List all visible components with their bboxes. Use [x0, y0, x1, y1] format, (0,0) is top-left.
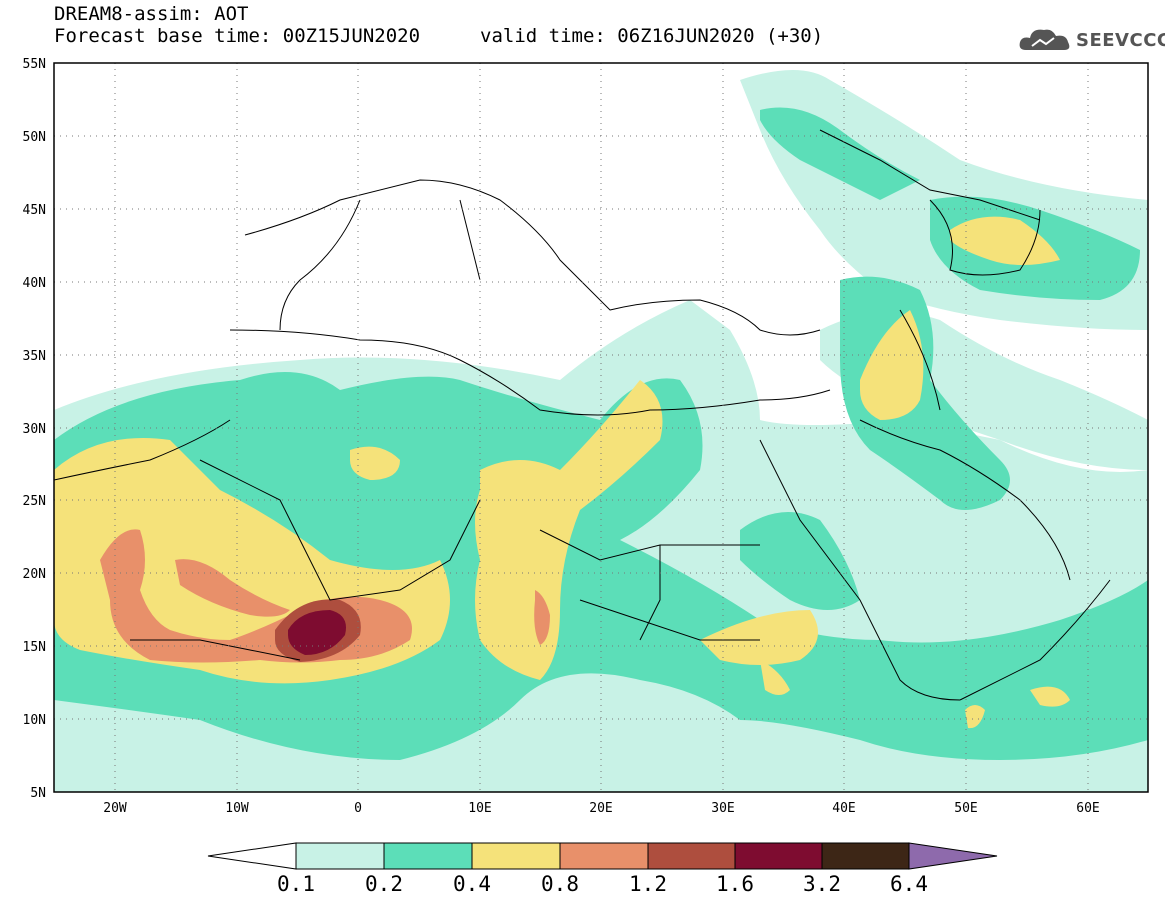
lon-label: 10W — [225, 801, 249, 816]
colorbar-swatch — [647, 842, 736, 870]
lat-label: 20N — [23, 567, 46, 582]
lon-label: 0 — [354, 801, 362, 816]
logo-text: SEEVCCC — [1076, 30, 1165, 51]
graticule — [54, 63, 1148, 792]
lon-label: 50E — [954, 801, 977, 816]
colorbar-label: 0.4 — [453, 872, 491, 896]
lat-label: 45N — [23, 203, 46, 218]
colorbar-swatch — [734, 842, 823, 870]
colorbar-label: 0.1 — [277, 872, 315, 896]
colorbar-label: 0.2 — [365, 872, 403, 896]
lat-label: 40N — [23, 276, 46, 291]
colorbar-label: 3.2 — [803, 872, 841, 896]
lat-label: 25N — [23, 494, 46, 509]
cloud-icon — [1019, 29, 1070, 50]
lon-label: 40E — [832, 801, 855, 816]
colorbar-swatch — [383, 842, 473, 870]
coastlines — [54, 129, 1111, 701]
lon-label: 20E — [589, 801, 612, 816]
colorbar-under-arrow — [207, 842, 297, 870]
colorbar-label: 0.8 — [541, 872, 579, 896]
lat-axis: 55N 50N 45N 40N 35N 30N 25N 20N 15N 10N … — [23, 57, 46, 801]
base-time: Forecast base time: 00Z15JUN2020 — [54, 25, 421, 47]
aot-band-1.6 — [288, 610, 346, 655]
colorbar-label: 6.4 — [890, 872, 928, 896]
forecast-time-line: Forecast base time: 00Z15JUN2020 valid ti… — [54, 25, 823, 47]
lat-label: 35N — [23, 349, 46, 364]
lat-label: 55N — [23, 57, 46, 72]
colorbar-swatch — [821, 842, 910, 870]
lat-label: 10N — [23, 713, 46, 728]
lat-label: 15N — [23, 640, 46, 655]
map-title: DREAM8-assim: AOT — [54, 3, 249, 25]
colorbar-swatch — [559, 842, 649, 870]
lon-axis: 20W 10W 0 10E 20E 30E 40E 50E 60E — [103, 801, 1099, 816]
lon-label: 10E — [468, 801, 491, 816]
valid-time: valid time: 06Z16JUN2020 (+30) — [480, 25, 824, 47]
colorbar-over-arrow — [908, 842, 998, 870]
aot-contours — [54, 63, 1148, 792]
seevccc-logo: SEEVCCC — [1018, 26, 1165, 54]
lon-label: 20W — [103, 801, 127, 816]
lat-label: 30N — [23, 422, 46, 437]
lon-label: 60E — [1076, 801, 1099, 816]
colorbar — [207, 842, 998, 870]
colorbar-swatch — [295, 842, 385, 870]
colorbar-labels: 0.1 0.2 0.4 0.8 1.2 1.6 3.2 6.4 — [0, 872, 1165, 902]
lat-label: 5N — [30, 786, 46, 801]
lon-label: 30E — [711, 801, 734, 816]
colorbar-swatch — [471, 842, 561, 870]
map-frame — [53, 62, 1149, 793]
colorbar-label: 1.2 — [629, 872, 667, 896]
lat-label: 50N — [23, 130, 46, 145]
colorbar-label: 1.6 — [716, 872, 754, 896]
